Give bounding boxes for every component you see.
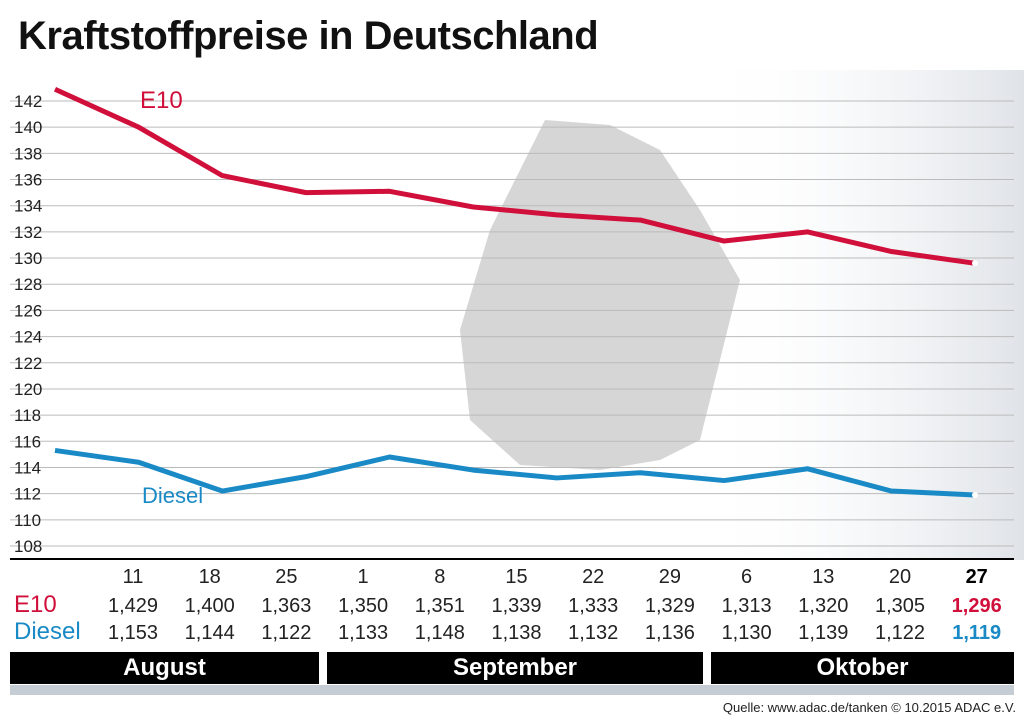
- car-background: [700, 70, 1024, 560]
- diesel-value: 1,148: [414, 622, 465, 644]
- y-tick-label: 140: [14, 118, 42, 137]
- series-label-e10: E10: [140, 87, 183, 114]
- date-row: 11 18 25 1 8 15 22 29 6 13 20 27: [0, 566, 1024, 592]
- germany-map-silhouette: [460, 120, 740, 470]
- series-line-e10: [53, 86, 976, 266]
- month-september: September: [327, 652, 703, 684]
- x-tick-label: 13: [812, 566, 835, 588]
- y-tick-label: 120: [14, 380, 42, 399]
- e10-value: 1,350: [338, 595, 389, 617]
- e10-row: E10 1,429 1,400 1,363 1,350 1,351 1,339 1,333 1…: [0, 591, 1024, 621]
- diesel-value: 1,153: [107, 622, 159, 644]
- data-point: [972, 491, 978, 498]
- e10-value: 1,351: [414, 595, 465, 617]
- e10-value: 1,296: [951, 595, 1002, 617]
- e10-value: 1,339: [491, 595, 542, 617]
- diesel-value: 1,122: [261, 622, 312, 644]
- y-tick-label: 114: [14, 458, 41, 477]
- diesel-value: 1,144: [184, 622, 235, 644]
- y-tick-label: 112: [14, 485, 41, 504]
- x-tick-label: 6: [741, 566, 753, 588]
- y-tick-label: 108: [14, 537, 42, 556]
- data-point: [972, 260, 978, 267]
- diesel-value: 1,119: [952, 622, 1002, 644]
- x-tick-label: 15: [505, 566, 528, 588]
- x-tick-label: 11: [122, 566, 144, 588]
- x-tick-label: 20: [888, 566, 912, 588]
- diesel-value: 1,132: [568, 622, 619, 644]
- line-chart: 108 110 112 114 116 118 120 122 124 126 128 130 132 1…: [10, 70, 1024, 560]
- y-tick-label: 128: [14, 275, 42, 294]
- y-tick-label: 124: [14, 328, 42, 347]
- x-tick-label: 8: [434, 566, 446, 588]
- diesel-value: 1,122: [874, 622, 926, 644]
- x-tick-label: 1: [357, 566, 369, 588]
- chart-title: Kraftstoffpreise in Deutschland: [18, 14, 599, 58]
- e10-value: 1,400: [184, 595, 235, 617]
- diesel-value: 1,130: [721, 622, 772, 644]
- month-oktober: Oktober: [711, 652, 1014, 684]
- y-tick-label: 126: [14, 301, 42, 320]
- diesel-row: Diesel 1,153 1,144 1,122 1,133 1,148 1,138 1,1…: [0, 618, 1024, 648]
- series-line-diesel: [54, 447, 976, 498]
- y-tick-label: 130: [14, 249, 42, 268]
- source-note: Quelle: www.adac.de/tanken © 10.2015 ADA…: [722, 700, 1016, 715]
- x-tick-label: 22: [582, 566, 605, 588]
- x-tick-label: 25: [275, 566, 298, 588]
- y-tick-label: 132: [14, 223, 42, 242]
- footer-bar: [10, 685, 1014, 695]
- x-tick-label: 27: [965, 566, 988, 588]
- series-label-diesel: Diesel: [142, 483, 203, 508]
- e10-value: 1,313: [721, 595, 772, 617]
- e10-value: 1,429: [107, 595, 159, 617]
- month-august: August: [10, 652, 319, 684]
- e10-value: 1,333: [568, 595, 619, 617]
- y-tick-label: 116: [14, 432, 41, 451]
- diesel-value: 1,133: [338, 622, 389, 644]
- diesel-value: 1,136: [644, 622, 695, 644]
- y-tick-label: 142: [14, 92, 42, 111]
- e10-value: 1,305: [874, 595, 926, 617]
- e10-row-label: E10: [14, 591, 57, 618]
- x-tick-label: 18: [198, 566, 221, 588]
- e10-value: 1,320: [798, 595, 849, 617]
- e10-value: 1,329: [644, 595, 695, 617]
- y-tick-label: 118: [14, 406, 41, 425]
- y-tick-label: 138: [14, 144, 42, 163]
- y-tick-label: 134: [14, 197, 42, 216]
- diesel-row-label: Diesel: [14, 618, 81, 645]
- x-tick-label: 29: [658, 566, 682, 588]
- y-tick-label: 136: [14, 171, 42, 190]
- y-tick-label: 122: [14, 354, 42, 373]
- diesel-value: 1,138: [491, 622, 542, 644]
- e10-value: 1,363: [261, 595, 312, 617]
- y-tick-label: 110: [14, 511, 41, 530]
- diesel-value: 1,139: [798, 622, 849, 644]
